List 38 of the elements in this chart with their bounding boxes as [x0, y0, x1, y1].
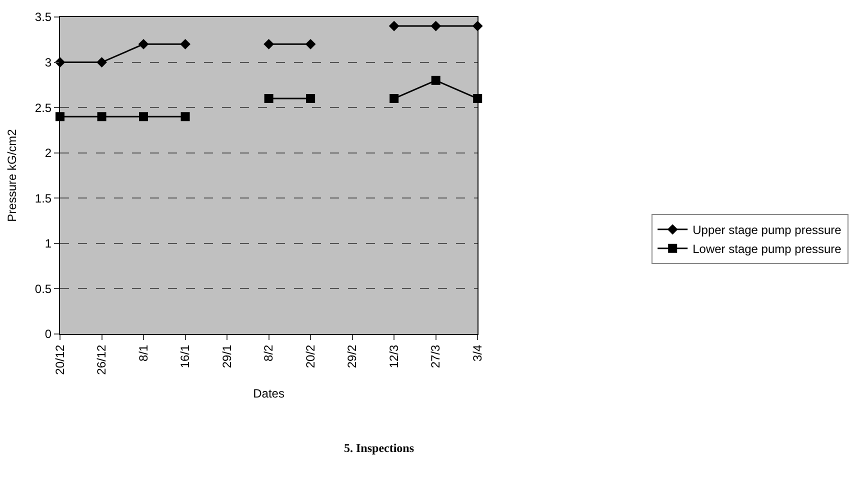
legend-label: Lower stage pump pressure [692, 242, 842, 256]
point [138, 38, 149, 50]
y-tick-label: 2 [44, 146, 52, 160]
y-tick-label: 3.5 [34, 10, 52, 24]
point [390, 94, 399, 104]
x-tick-label: 16/1 [178, 344, 192, 368]
y-tick-label: 3 [44, 55, 52, 70]
x-tick-label: 29/1 [220, 344, 234, 368]
point [305, 38, 316, 50]
point [96, 57, 107, 68]
point [306, 94, 316, 104]
y-axis-title: Pressure kG/cm2 [5, 128, 20, 222]
y-tick-label: 0 [44, 327, 52, 342]
y-tick-label: 1.5 [34, 191, 52, 206]
point [139, 112, 148, 122]
x-tick-label: 8/1 [136, 344, 150, 362]
point [97, 112, 106, 122]
y-tick-label: 2.5 [34, 100, 52, 115]
x-axis-title: Dates [253, 386, 284, 401]
x-tick-label: 26/12 [94, 344, 109, 375]
y-tick-label: 0.5 [34, 282, 52, 296]
x-tick-label: 20/2 [303, 344, 318, 368]
point [431, 76, 440, 85]
x-tick-label: 12/3 [386, 344, 401, 368]
point [264, 94, 274, 104]
text: 5. Inspections [344, 441, 414, 455]
point [180, 112, 190, 122]
x-tick-label: 27/3 [428, 344, 443, 368]
point [430, 20, 442, 32]
x-tick-label: 8/2 [262, 344, 276, 362]
x-tick-label: 20/12 [52, 344, 67, 375]
point [388, 20, 400, 32]
y-tick-label: 1 [44, 236, 52, 251]
x-tick-label: 29/2 [345, 344, 360, 368]
point [264, 38, 274, 50]
point [180, 38, 190, 50]
legend-label: Upper stage pump pressure [692, 223, 842, 238]
x-tick-label: 3/4 [470, 344, 484, 362]
